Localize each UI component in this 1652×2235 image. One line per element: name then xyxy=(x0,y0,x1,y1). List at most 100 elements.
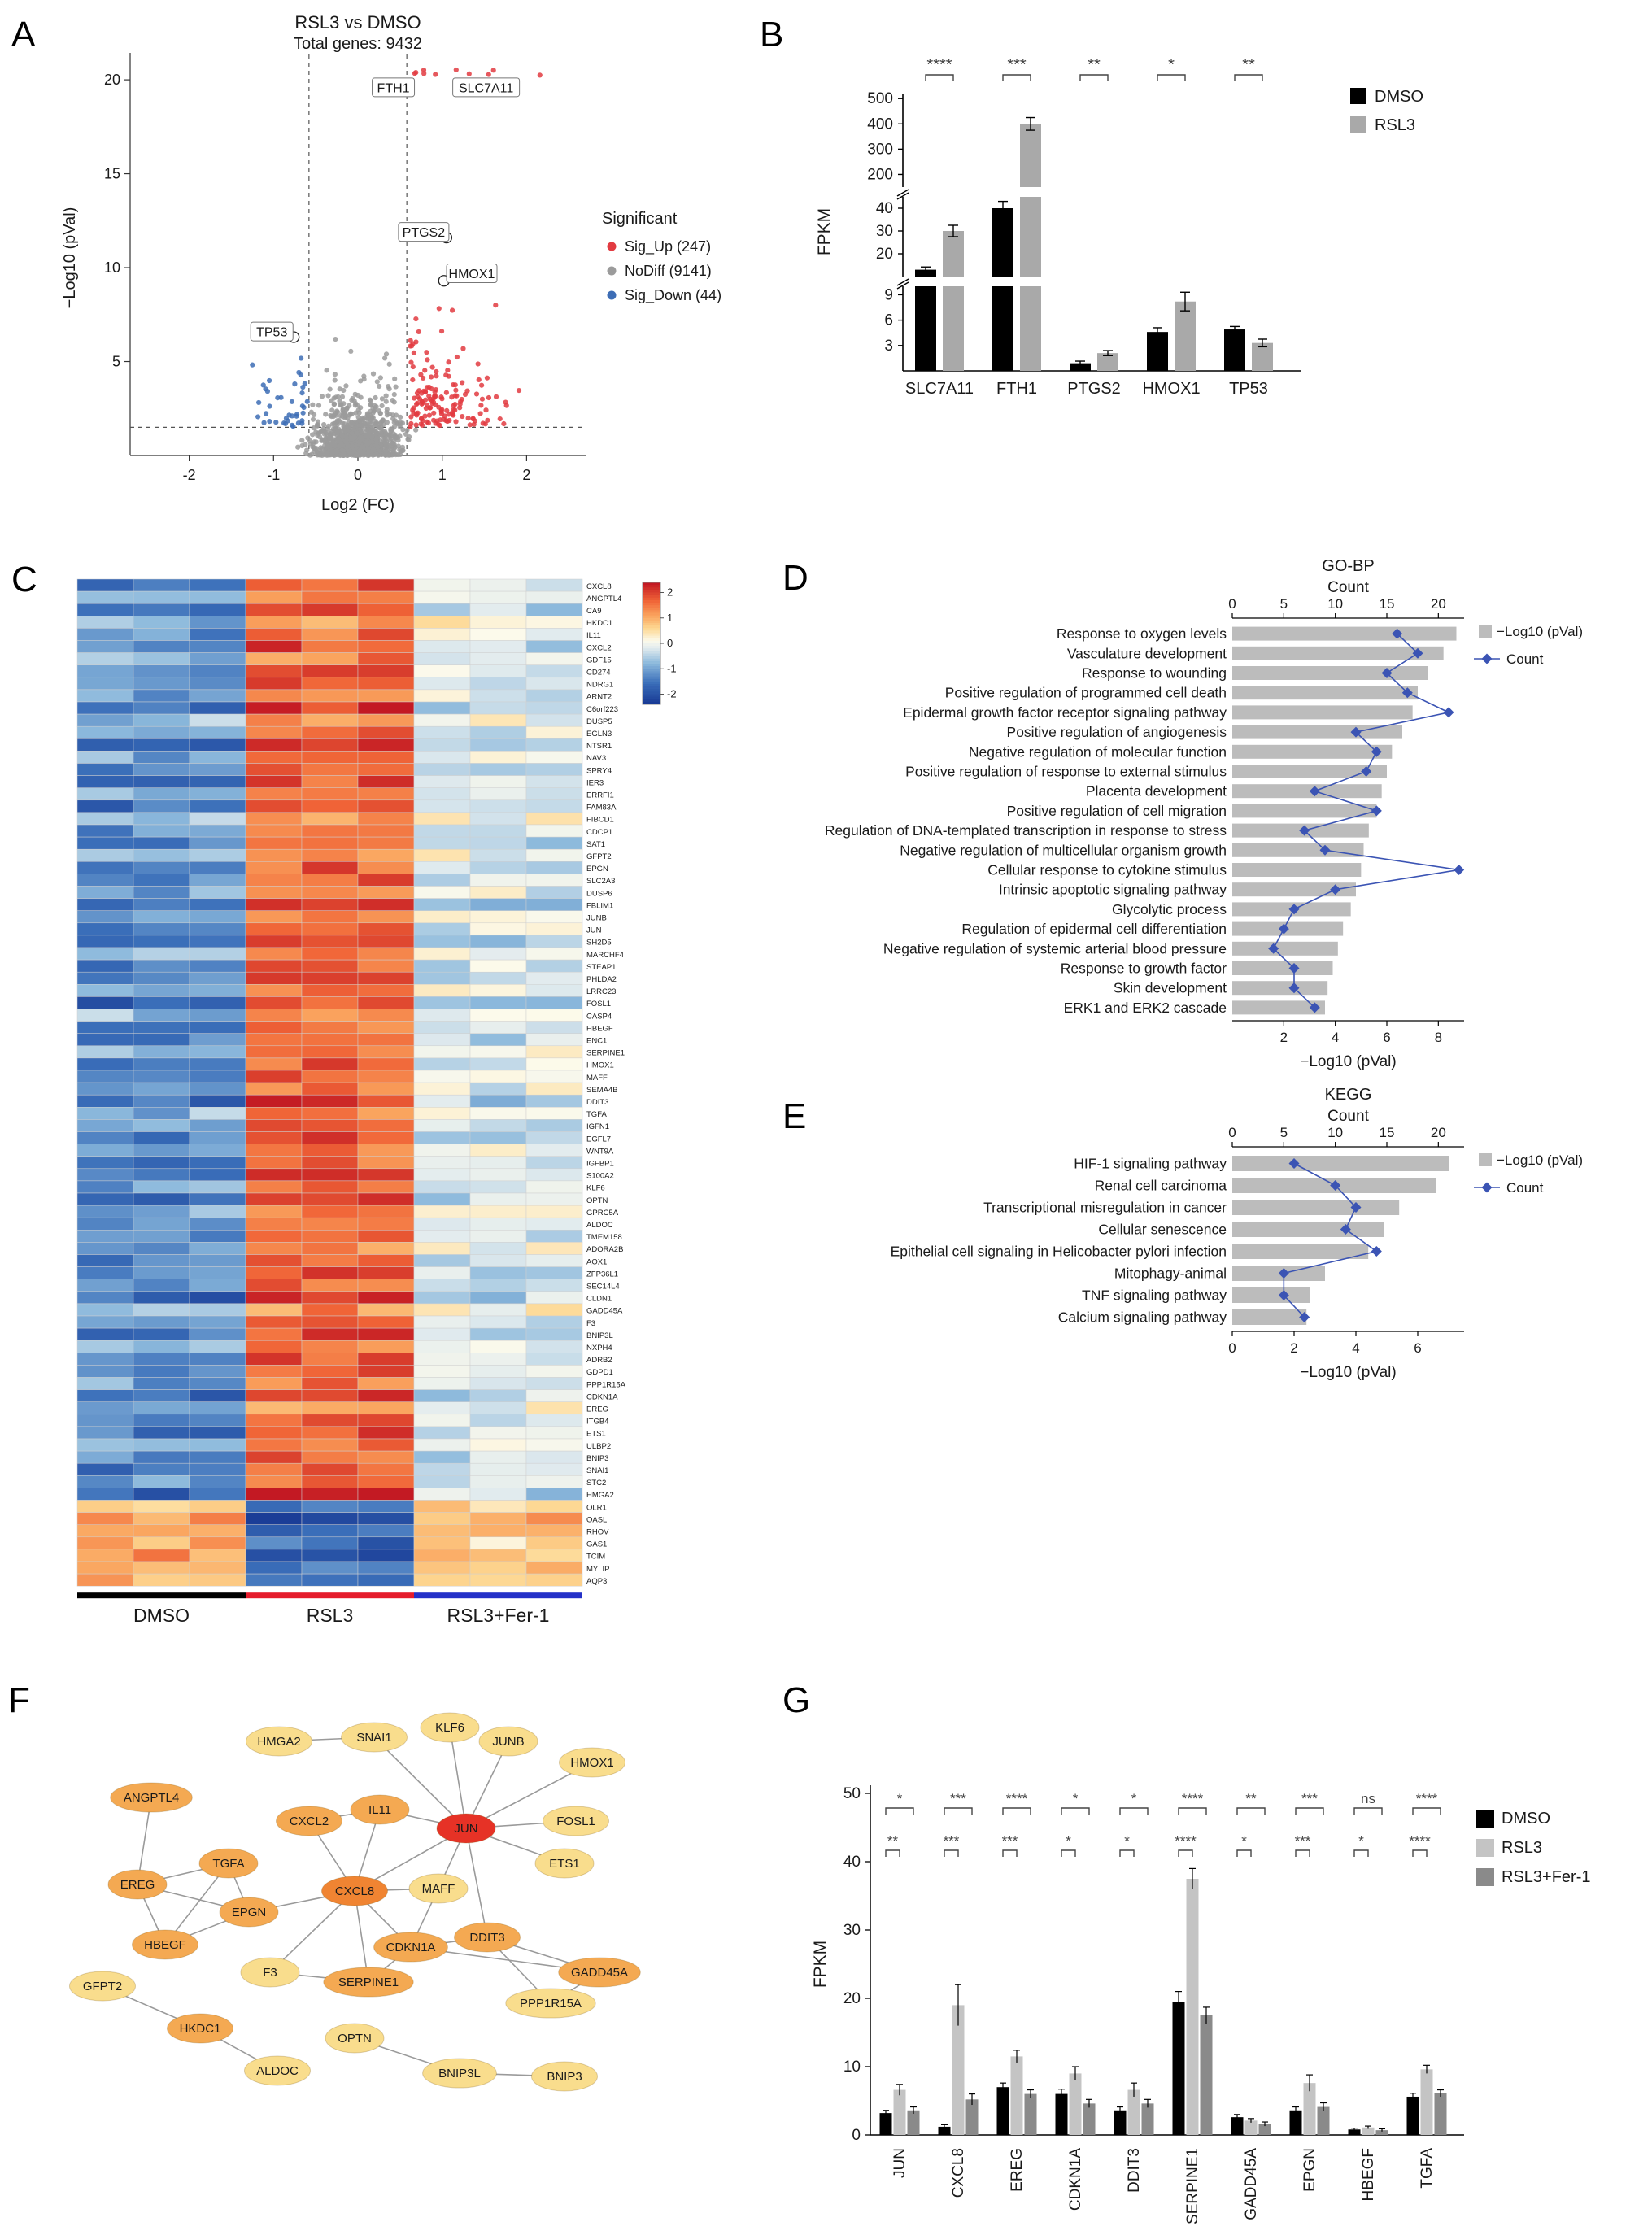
colorbar-tick-label: 1 xyxy=(667,612,673,624)
network-node-JUN xyxy=(436,1813,496,1844)
enrich-term-label: Skin development xyxy=(1114,980,1227,996)
heatmap-gene-label: ADORA2B xyxy=(586,1245,623,1254)
heatmap-cell xyxy=(189,1033,246,1047)
gene-label-box-SLC7A11 xyxy=(452,77,521,98)
heatmap-cell xyxy=(76,738,134,752)
volcano-point xyxy=(299,418,305,424)
heatmap-cell xyxy=(245,1488,303,1501)
heatmap-cell xyxy=(357,947,415,961)
heatmap-cell xyxy=(133,1475,190,1488)
heatmap-cell xyxy=(469,1327,527,1341)
enrich-bar xyxy=(1232,784,1382,799)
group-bar-RSL3+Fer-1 xyxy=(414,1592,582,1599)
heatmap-cell xyxy=(189,652,246,665)
heatmap-gene-label: DUSP6 xyxy=(586,889,612,898)
category-label-CDKN1A: CDKN1A xyxy=(1067,2148,1084,2211)
heatmap-cell xyxy=(133,848,190,862)
heatmap-cell xyxy=(189,1192,246,1206)
heatmap-cell xyxy=(413,910,471,924)
heatmap-cell xyxy=(469,738,527,752)
volcano-point xyxy=(422,397,429,403)
heatmap-cell xyxy=(357,1353,415,1366)
heatmap-cell xyxy=(357,1327,415,1341)
pval-tick-label: 4 xyxy=(1332,1030,1339,1045)
heatmap-cell xyxy=(245,824,303,838)
volcano-point xyxy=(339,447,345,453)
heatmap-cell xyxy=(245,935,303,948)
heatmap-gene-label: SH2D5 xyxy=(586,939,612,948)
heatmap-cell xyxy=(469,701,527,715)
heatmap-cell xyxy=(357,677,415,691)
heatmap-gene-label: S100A2 xyxy=(586,1172,614,1181)
heatmap-cell xyxy=(469,935,527,948)
heatmap-gene-label: TCIM xyxy=(586,1553,605,1562)
volcano-point xyxy=(460,380,465,386)
category-label-HMOX1: HMOX1 xyxy=(1142,380,1200,398)
heatmap-cell xyxy=(469,812,527,826)
volcano-point xyxy=(337,398,342,404)
network-node-label-IL11: IL11 xyxy=(368,1803,391,1817)
bar-RSL3-FTH1 xyxy=(1020,124,1041,187)
category-label-TGFA: TGFA xyxy=(1419,2148,1436,2189)
volcano-point xyxy=(383,351,390,357)
heatmap-cell xyxy=(357,738,415,752)
heatmap-cell xyxy=(245,1180,303,1194)
heatmap-cell xyxy=(76,1094,134,1108)
heatmap-gene-label: ANGPTL4 xyxy=(586,595,621,603)
sig-label: *** xyxy=(1002,1833,1018,1849)
heatmap-cell xyxy=(469,1205,527,1218)
heatmap-cell xyxy=(525,874,583,887)
volcano-point xyxy=(316,403,322,408)
heatmap-cell xyxy=(76,1462,134,1476)
heatmap-cell xyxy=(525,1549,583,1562)
heatmap-gene-label: CDCP1 xyxy=(586,828,612,837)
volcano-point xyxy=(349,397,355,403)
heatmap-cell xyxy=(469,1315,527,1329)
heatmap-cell xyxy=(245,959,303,973)
bar-DMSO-PTGS2 xyxy=(1070,363,1091,371)
group-label-DMSO: DMSO xyxy=(133,1605,190,1626)
heatmap-cell xyxy=(133,824,190,838)
heatmap-cell xyxy=(525,1488,583,1501)
heatmap-cell xyxy=(525,1131,583,1144)
heatmap-cell xyxy=(357,1536,415,1550)
volcano-point xyxy=(388,426,394,432)
heatmap-cell xyxy=(469,578,527,592)
bar-RSL3-SERPINE1 xyxy=(1186,1879,1199,2135)
legend-dot xyxy=(607,290,617,300)
volcano-point xyxy=(414,400,421,406)
y-tick-label: 6 xyxy=(884,312,893,329)
volcano-point xyxy=(370,446,376,451)
volcano-point xyxy=(307,452,313,458)
heatmap-gene-label: GFPT2 xyxy=(586,852,612,861)
colorbar-step xyxy=(643,676,660,680)
volcano-point xyxy=(315,422,320,429)
network-node-label-EPGN: EPGN xyxy=(232,1906,267,1919)
heatmap-cell xyxy=(76,1009,134,1022)
heatmap-cell xyxy=(469,1462,527,1476)
panelD-title: GO-BP xyxy=(1322,557,1374,575)
bar-DMSO-DDIT3 xyxy=(1114,2110,1127,2135)
heatmap-cell xyxy=(357,861,415,874)
volcano-point xyxy=(339,433,345,438)
volcano-point xyxy=(433,394,438,399)
volcano-point xyxy=(478,403,484,408)
count-tick-label: 15 xyxy=(1380,1125,1395,1140)
heatmap-cell xyxy=(469,1524,527,1538)
volcano-point xyxy=(311,425,316,431)
enrich-bar xyxy=(1232,863,1362,877)
sig-label: ns xyxy=(1361,1791,1375,1806)
heatmap-cell xyxy=(301,1303,359,1317)
heatmap-gene-label: JUNB xyxy=(586,913,607,922)
heatmap-cell xyxy=(525,935,583,948)
heatmap-gene-label: NDRG1 xyxy=(586,681,613,690)
heatmap-cell xyxy=(469,640,527,653)
y-tick-label: 30 xyxy=(843,1922,861,1939)
heatmap-cell xyxy=(357,1168,415,1182)
heatmap-cell xyxy=(357,1377,415,1390)
heatmap-cell xyxy=(357,664,415,678)
heatmap-cell xyxy=(413,1500,471,1513)
heatmap-cell xyxy=(469,689,527,703)
volcano-point xyxy=(299,438,305,443)
heatmap-cell xyxy=(469,664,527,678)
